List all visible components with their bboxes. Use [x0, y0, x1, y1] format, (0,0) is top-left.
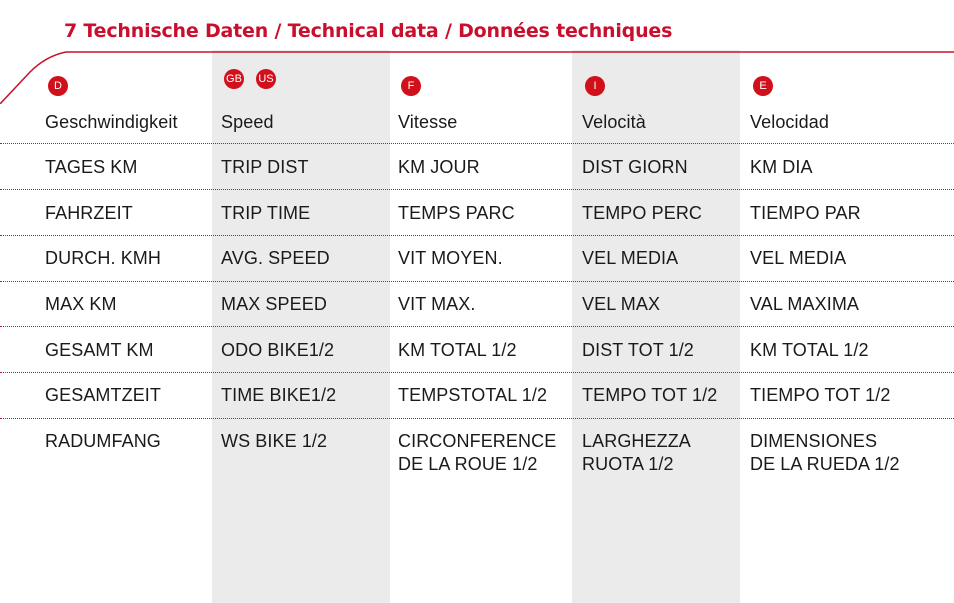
table-cell-fr: VIT MOYEN.	[398, 248, 503, 268]
table-cell-it: DIST GIORN	[582, 157, 688, 177]
table-cell-es: DE LA RUEDA 1/2	[750, 454, 900, 474]
table-cell-fr: CIRCONFERENCE	[398, 431, 557, 451]
row-divider	[0, 189, 954, 190]
table-cell-es: VAL MAXIMA	[750, 294, 860, 314]
table-cell-fr: TEMPSTOTAL 1/2	[398, 385, 548, 405]
column-header-de: Geschwindigkeit	[45, 112, 178, 132]
language-badge-gb: GB	[224, 69, 244, 89]
table-cell-en: TRIP TIME	[221, 203, 311, 223]
table-cell-es: TIEMPO TOT 1/2	[750, 385, 891, 405]
header-rule	[0, 51, 954, 104]
table-cell-it: VEL MAX	[582, 294, 661, 314]
table-cell-de: MAX KM	[45, 294, 117, 314]
table-cell-it: TEMPO PERC	[582, 203, 703, 223]
table-cell-it: RUOTA 1/2	[582, 454, 674, 474]
table-cell-de: GESAMTZEIT	[45, 385, 162, 405]
table-cell-fr: VIT MAX.	[398, 294, 476, 314]
row-divider	[0, 235, 954, 236]
table-cell-it: DIST TOT 1/2	[582, 340, 694, 360]
table-cell-fr: KM JOUR	[398, 157, 480, 177]
table-cell-en: TIME BIKE1/2	[221, 385, 337, 405]
column-header-fr: Vitesse	[398, 112, 458, 132]
table-cell-es: VEL MEDIA	[750, 248, 847, 268]
language-badge-i: I	[585, 76, 605, 96]
table-cell-en: WS BIKE 1/2	[221, 431, 328, 451]
language-badge-e: E	[753, 76, 773, 96]
column-header-en: Speed	[221, 112, 274, 132]
language-badge-f: F	[401, 76, 421, 96]
table-cell-it: LARGHEZZA	[582, 431, 691, 451]
column-header-it: Velocità	[582, 112, 646, 132]
column-header-es: Velocidad	[750, 112, 829, 132]
table-cell-es: TIEMPO PAR	[750, 203, 861, 223]
table-cell-en: ODO BIKE1/2	[221, 340, 335, 360]
table-cell-it: VEL MEDIA	[582, 248, 679, 268]
table-cell-es: DIMENSIONES	[750, 431, 878, 451]
table-cell-de: DURCH. KMH	[45, 248, 161, 268]
table-cell-it: TEMPO TOT 1/2	[582, 385, 718, 405]
table-cell-es: KM TOTAL 1/2	[750, 340, 869, 360]
language-badge-d: D	[48, 76, 68, 96]
table-cell-fr: KM TOTAL 1/2	[398, 340, 517, 360]
table-cell-fr: DE LA ROUE 1/2	[398, 454, 538, 474]
row-divider	[0, 143, 954, 144]
table-cell-fr: TEMPS PARC	[398, 203, 515, 223]
row-divider	[0, 418, 954, 419]
table-cell-en: TRIP DIST	[221, 157, 309, 177]
table-cell-de: GESAMT KM	[45, 340, 154, 360]
table-cell-de: FAHRZEIT	[45, 203, 133, 223]
table-cell-es: KM DIA	[750, 157, 813, 177]
page-title: 7 Technische Daten / Technical data / Do…	[64, 20, 673, 42]
table-cell-de: TAGES KM	[45, 157, 138, 177]
row-divider	[0, 281, 954, 282]
table-cell-en: MAX SPEED	[221, 294, 327, 314]
row-divider	[0, 372, 954, 373]
table-cell-en: AVG. SPEED	[221, 248, 330, 268]
language-badge-us: US	[256, 69, 276, 89]
row-divider	[0, 326, 954, 327]
table-cell-de: RADUMFANG	[45, 431, 161, 451]
